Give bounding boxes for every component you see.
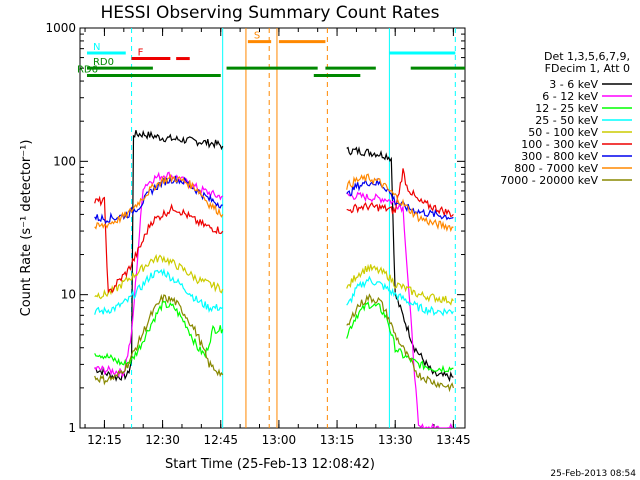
series-line-100-300keV bbox=[346, 168, 454, 218]
series-line-25-50keV bbox=[94, 267, 223, 315]
footer-timestamp: 25-Feb-2013 08:54 bbox=[550, 469, 636, 479]
series-line-3-6keV bbox=[94, 129, 224, 382]
x-tick-label-4: 13:15 bbox=[320, 433, 355, 447]
y-tick-label-3: 1000 bbox=[45, 21, 76, 35]
x-tick-label-2: 12:45 bbox=[203, 433, 238, 447]
chart-title: HESSI Observing Summary Count Rates bbox=[100, 3, 439, 23]
series-line-50-100keV bbox=[94, 253, 224, 300]
legend-label-4: 50 - 100 keV bbox=[528, 126, 598, 139]
legend-header-0: Det 1,3,5,6,7,9, bbox=[544, 50, 630, 63]
legend-label-8: 7000 - 20000 keV bbox=[500, 174, 598, 187]
plot-area: 1 10 100 1000 12:15 12:30 12:45 13:00 13:15 13:30… bbox=[45, 21, 470, 447]
state-label-F: F bbox=[138, 48, 144, 59]
x-tick-label-6: 13:45 bbox=[436, 433, 471, 447]
series-line-300-800keV bbox=[346, 177, 454, 221]
legend-label-0: 3 - 6 keV bbox=[549, 78, 598, 91]
series-line-25-50keV bbox=[346, 275, 454, 317]
y-axis-label: Count Rate (s⁻¹ detector⁻¹) bbox=[19, 140, 34, 317]
legend-label-5: 100 - 300 keV bbox=[521, 138, 598, 151]
legend-label-1: 6 - 12 keV bbox=[542, 90, 598, 103]
series-line-100-300keV bbox=[94, 195, 224, 294]
series-line-3-6keV bbox=[346, 146, 454, 383]
y-tick-label-1: 10 bbox=[61, 288, 76, 302]
series-line-7000-20000keV bbox=[346, 293, 454, 393]
y-tick-label-2: 100 bbox=[53, 154, 76, 168]
series-line-6-12keV bbox=[94, 171, 224, 378]
state-label-RD6: RD6 bbox=[77, 65, 98, 76]
legend-label-7: 800 - 7000 keV bbox=[514, 162, 598, 175]
legend-label-6: 300 - 800 keV bbox=[521, 150, 598, 163]
state-label-RD0: RD0 bbox=[93, 57, 114, 68]
x-tick-label-1: 12:30 bbox=[145, 433, 180, 447]
series-line-50-100keV bbox=[346, 263, 454, 306]
series-line-12-25keV bbox=[94, 298, 224, 369]
legend: Det 1,3,5,6,7,9,FDecim 1, Att 0 3 - 6 keV… bbox=[500, 50, 632, 187]
legend-label-3: 25 - 50 keV bbox=[535, 114, 598, 127]
legend-label-2: 12 - 25 keV bbox=[535, 102, 598, 115]
series-line-12-25keV bbox=[346, 301, 454, 373]
x-tick-label-3: 13:00 bbox=[262, 433, 297, 447]
series-line-800-7000keV bbox=[94, 173, 224, 230]
y-tick-label-0: 1 bbox=[68, 421, 76, 435]
state-label-N: N bbox=[93, 42, 100, 53]
x-tick-label-5: 13:30 bbox=[378, 433, 413, 447]
plot-content bbox=[86, 28, 465, 428]
series-line-7000-20000keV bbox=[94, 293, 224, 386]
state-label-S: S bbox=[254, 31, 260, 42]
x-axis-label: Start Time (25-Feb-13 12:08:42) bbox=[165, 457, 375, 472]
series-line-6-12keV bbox=[346, 191, 454, 428]
series-line-800-7000keV bbox=[346, 173, 454, 233]
x-tick-label-0: 12:15 bbox=[87, 433, 122, 447]
legend-header-1: FDecim 1, Att 0 bbox=[545, 62, 630, 75]
plot-frame bbox=[79, 27, 466, 429]
